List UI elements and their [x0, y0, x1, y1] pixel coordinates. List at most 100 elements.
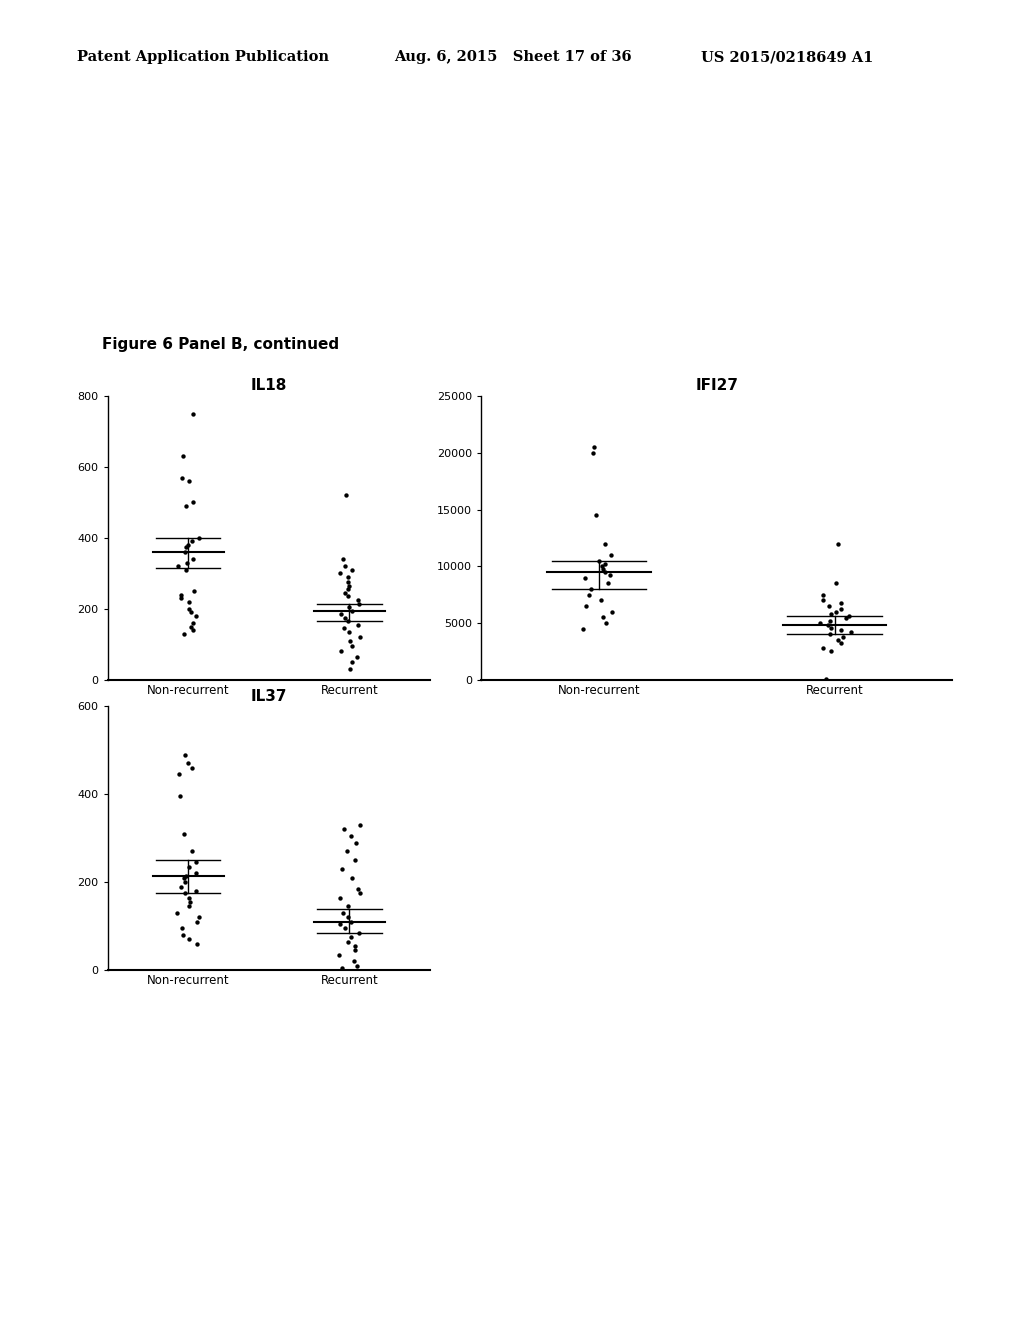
Point	[347, 936, 364, 957]
Point	[180, 896, 197, 917]
Point	[181, 887, 198, 908]
Point	[341, 576, 357, 597]
Text: Figure 6 Panel B, continued: Figure 6 Panel B, continued	[102, 337, 340, 351]
Point	[828, 601, 845, 622]
Point	[175, 924, 191, 945]
Point	[829, 630, 846, 651]
Point	[583, 578, 599, 599]
Point	[334, 858, 350, 879]
Point	[581, 583, 597, 605]
Point	[176, 541, 193, 562]
Point	[191, 907, 208, 928]
Point	[176, 824, 193, 845]
Point	[181, 891, 198, 912]
Point	[333, 642, 349, 663]
Point	[332, 913, 348, 935]
Point	[179, 535, 196, 556]
Point	[586, 437, 602, 458]
Point	[187, 851, 204, 873]
Point	[822, 603, 839, 624]
Point	[598, 612, 614, 634]
Point	[820, 595, 837, 616]
Point	[348, 832, 365, 853]
Point	[815, 638, 831, 659]
Point	[834, 619, 850, 640]
Point	[350, 590, 367, 611]
Point	[346, 950, 362, 972]
Point	[344, 560, 360, 581]
Point	[574, 618, 591, 639]
Point	[811, 612, 827, 634]
Point	[177, 865, 194, 886]
Point	[181, 471, 198, 492]
Point	[349, 956, 366, 977]
Point	[180, 752, 197, 774]
Point	[833, 593, 849, 614]
Point	[351, 923, 368, 944]
Title: IFI27: IFI27	[695, 379, 738, 393]
Point	[183, 841, 200, 862]
Point	[339, 611, 355, 632]
Text: Aug. 6, 2015   Sheet 17 of 36: Aug. 6, 2015 Sheet 17 of 36	[394, 50, 632, 65]
Text: US 2015/0218649 A1: US 2015/0218649 A1	[701, 50, 873, 65]
Point	[337, 917, 353, 939]
Point	[344, 601, 360, 622]
Point	[344, 652, 360, 673]
Point	[578, 568, 594, 589]
Point	[588, 504, 604, 525]
Point	[833, 632, 849, 653]
Point	[593, 590, 609, 611]
Point	[187, 880, 204, 902]
Point	[821, 624, 838, 645]
Point	[178, 552, 195, 573]
Point	[597, 561, 613, 582]
Point	[342, 630, 358, 651]
Point	[334, 957, 350, 978]
Point	[171, 764, 187, 785]
Point	[341, 622, 357, 643]
Point	[335, 549, 351, 570]
Point	[185, 581, 202, 602]
Point	[189, 933, 206, 954]
Point	[340, 566, 356, 587]
Point	[838, 609, 854, 630]
Point	[187, 606, 204, 627]
Point	[169, 903, 185, 924]
Point	[585, 442, 601, 463]
Point	[176, 883, 193, 904]
Point	[815, 583, 831, 605]
Point	[829, 533, 846, 554]
Point	[185, 549, 202, 570]
Point	[340, 907, 356, 928]
Point	[343, 825, 359, 846]
Point	[337, 556, 353, 577]
Point	[188, 863, 205, 884]
Point	[578, 595, 594, 616]
Point	[189, 911, 206, 932]
Point	[843, 622, 859, 643]
Point	[597, 533, 613, 554]
Point	[344, 635, 360, 656]
Point	[337, 582, 353, 603]
Point	[181, 857, 198, 878]
Point	[342, 659, 358, 680]
Point	[176, 744, 193, 766]
Point	[185, 619, 202, 640]
Point	[337, 607, 353, 628]
Point	[342, 911, 358, 932]
Point	[352, 883, 369, 904]
Point	[180, 929, 197, 950]
Point	[595, 607, 611, 628]
Point	[173, 587, 189, 609]
Point	[183, 758, 200, 779]
Point	[596, 553, 612, 574]
Point	[352, 814, 369, 836]
Point	[833, 599, 849, 620]
Text: Patent Application Publication: Patent Application Publication	[77, 50, 329, 65]
Point	[340, 896, 356, 917]
Title: IL37: IL37	[251, 689, 287, 704]
Point	[336, 818, 352, 840]
Point	[338, 484, 354, 506]
Point	[349, 614, 366, 635]
Point	[835, 626, 851, 647]
